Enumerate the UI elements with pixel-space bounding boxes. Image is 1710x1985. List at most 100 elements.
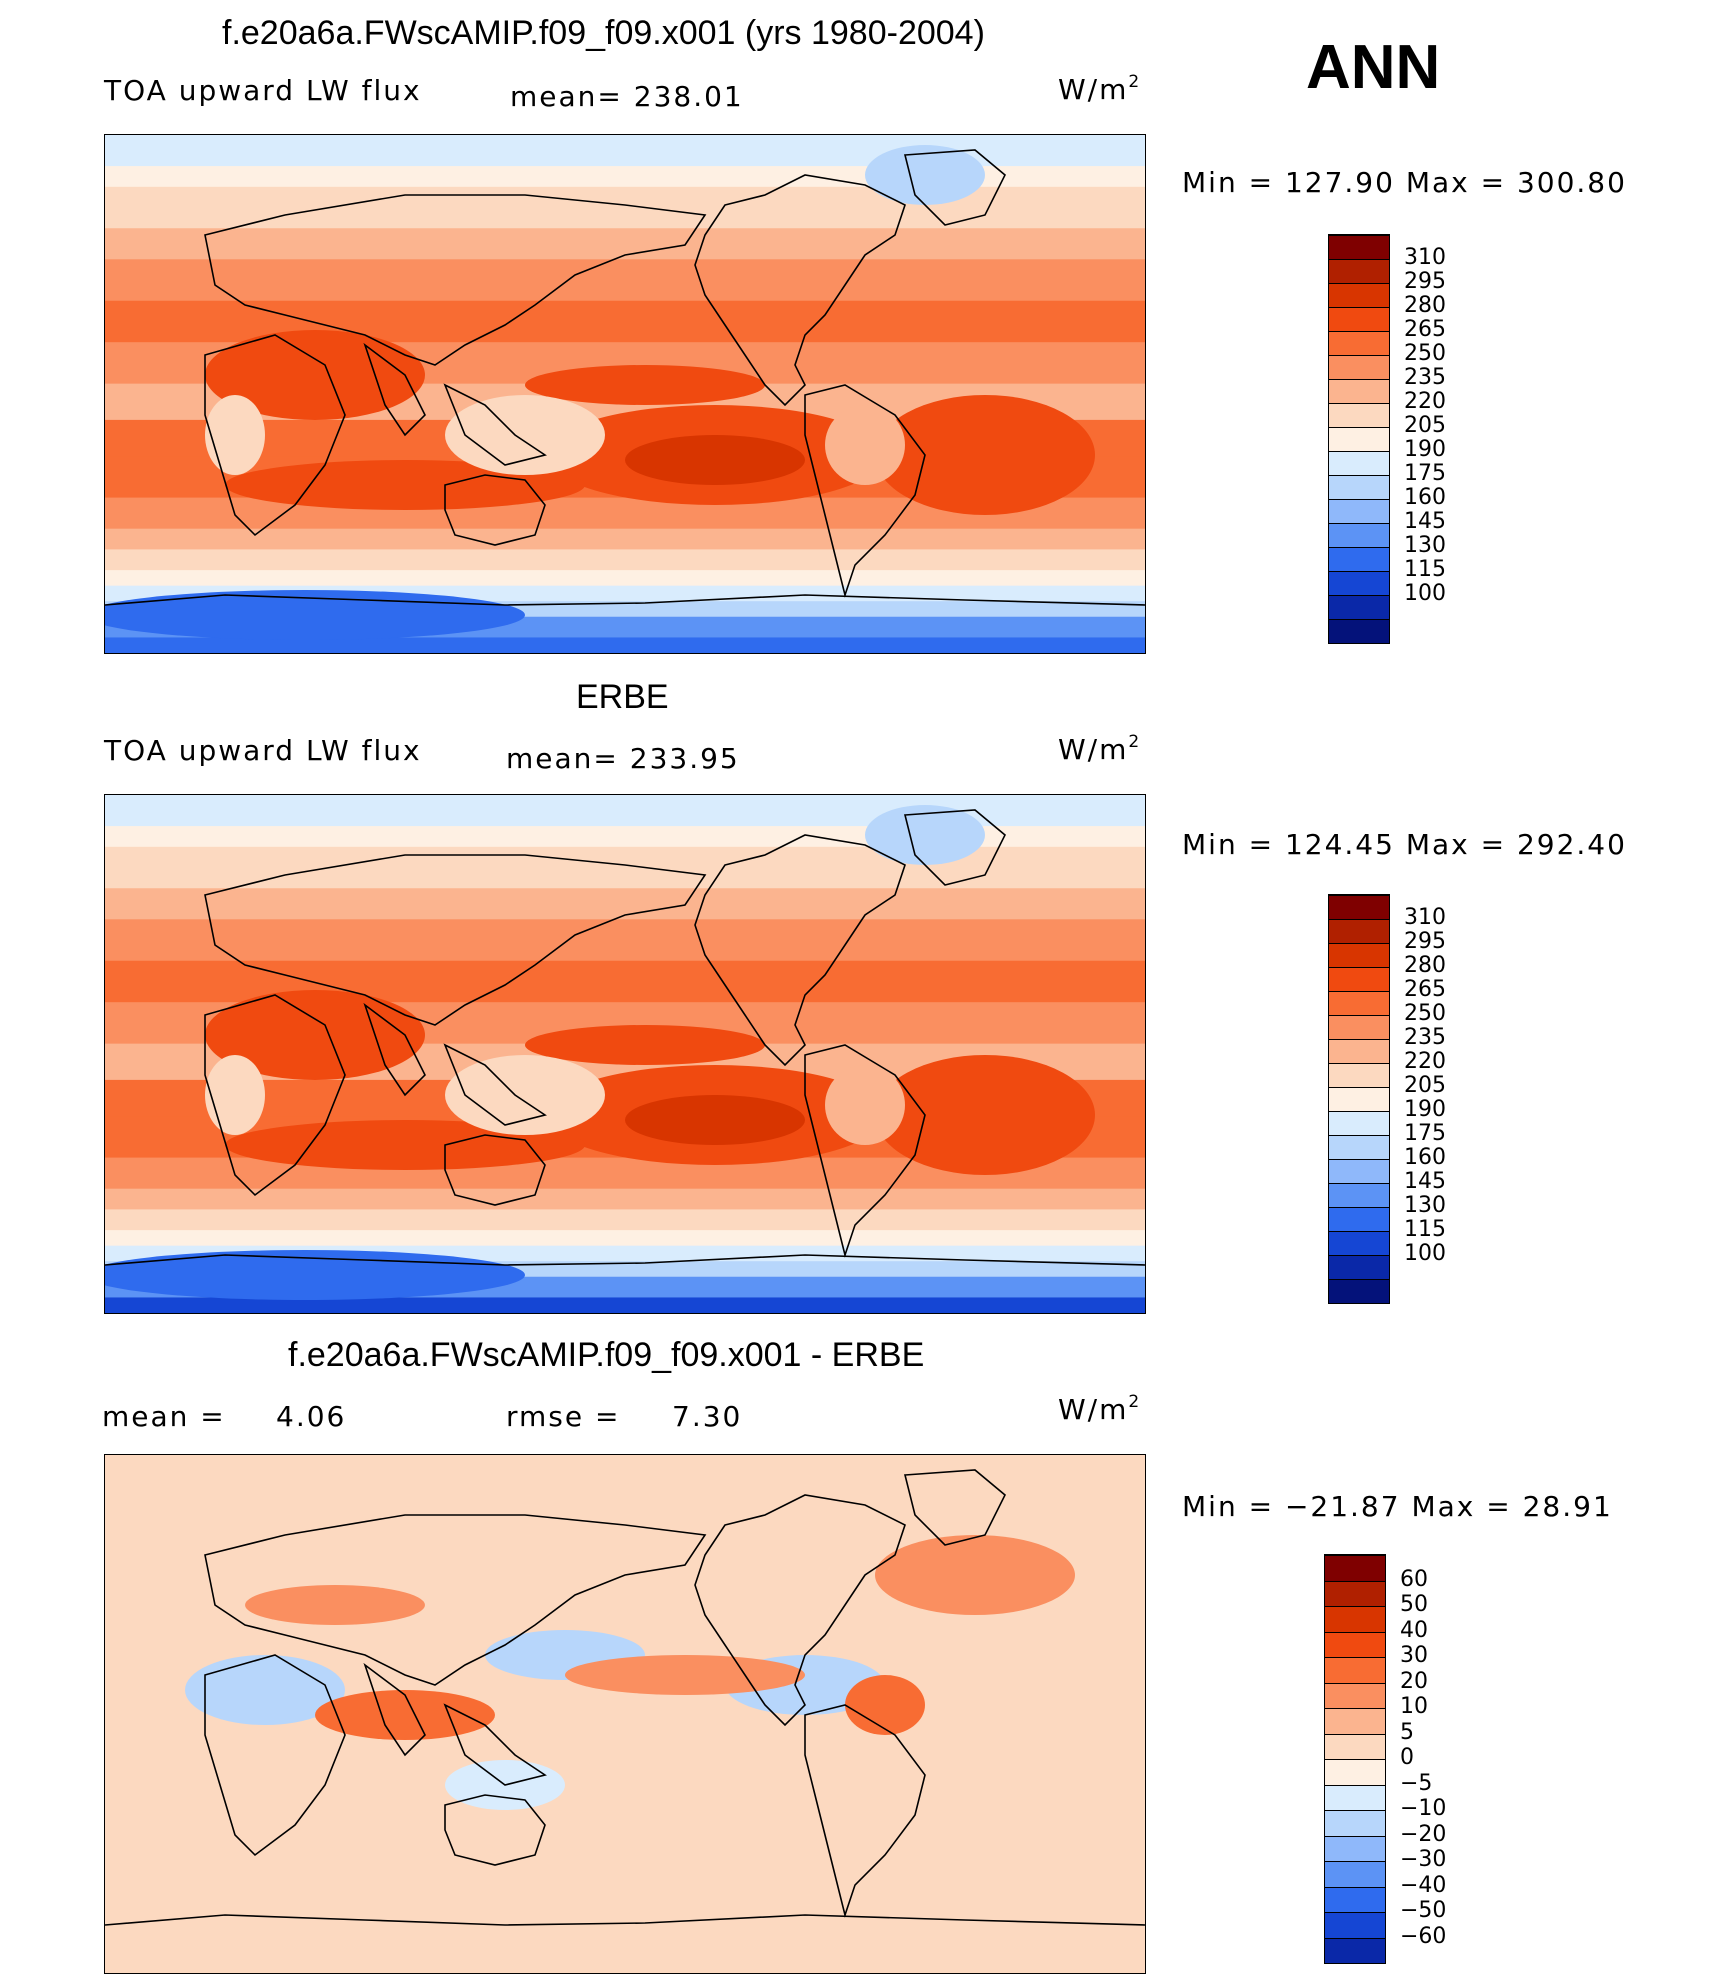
colorbar-swatch bbox=[1325, 1912, 1385, 1938]
panel1-units: W/m2 bbox=[1058, 72, 1142, 106]
map-field bbox=[105, 1455, 1145, 1973]
panel1-colorbar bbox=[1328, 234, 1390, 644]
field-band bbox=[105, 826, 1145, 848]
colorbar-tick-label: 190 bbox=[1404, 437, 1446, 462]
field-band bbox=[105, 1297, 1145, 1313]
colorbar-swatch bbox=[1329, 1039, 1389, 1063]
panel3-title: f.e20a6a.FWscAMIP.f09_f09.x001 - ERBE bbox=[288, 1336, 925, 1374]
colorbar-swatch bbox=[1329, 235, 1389, 259]
colorbar-tick-label: 115 bbox=[1404, 1217, 1446, 1242]
colorbar-swatch bbox=[1329, 523, 1389, 547]
field-contour bbox=[845, 1675, 925, 1735]
colorbar-tick-label: 115 bbox=[1404, 557, 1446, 582]
coastline bbox=[363, 342, 426, 437]
field-contour bbox=[875, 395, 1095, 515]
colorbar-tick-label: 5 bbox=[1400, 1719, 1414, 1745]
colorbar-tick-label: −20 bbox=[1400, 1821, 1447, 1847]
colorbar-tick-label: 235 bbox=[1404, 365, 1446, 390]
coastline bbox=[444, 1134, 546, 1206]
field-band bbox=[105, 1209, 1145, 1232]
colorbar-swatch bbox=[1329, 547, 1389, 571]
panel2-units: W/m2 bbox=[1058, 732, 1142, 766]
field-contour bbox=[825, 405, 905, 485]
panel3-units: W/m2 bbox=[1058, 1392, 1142, 1426]
colorbar-tick-label: 220 bbox=[1404, 1049, 1446, 1074]
field-contour bbox=[315, 1690, 495, 1740]
colorbar-tick-label: 310 bbox=[1404, 245, 1446, 270]
coastline bbox=[443, 1043, 547, 1126]
colorbar-swatch bbox=[1329, 919, 1389, 943]
panel1-minmax: Min = 127.90 Max = 300.80 bbox=[1182, 166, 1627, 199]
coastline bbox=[105, 594, 1145, 606]
panel3-mean-value: 4.06 bbox=[276, 1400, 347, 1433]
panel2-mean-label: mean= 233.95 bbox=[506, 742, 740, 775]
field-band bbox=[105, 637, 1145, 653]
panel3-mean-label: mean = bbox=[102, 1400, 226, 1433]
panel1-mean-label: mean= 238.01 bbox=[510, 80, 744, 113]
colorbar-swatch bbox=[1329, 499, 1389, 523]
colorbar-swatch bbox=[1329, 1255, 1389, 1279]
coastline bbox=[363, 1002, 426, 1097]
colorbar-swatch bbox=[1325, 1555, 1385, 1581]
field-band bbox=[105, 846, 1145, 890]
field-contour bbox=[205, 1055, 265, 1135]
coastline bbox=[443, 1703, 547, 1786]
panel2-map bbox=[104, 794, 1146, 1314]
field-contour bbox=[865, 145, 985, 205]
panel3-colorbar bbox=[1324, 1554, 1386, 1964]
colorbar-swatch bbox=[1329, 379, 1389, 403]
colorbar-swatch bbox=[1329, 1015, 1389, 1039]
coastline bbox=[903, 149, 1006, 226]
colorbar-swatch bbox=[1329, 1111, 1389, 1135]
panel1-map bbox=[104, 134, 1146, 654]
map-field bbox=[105, 135, 1145, 653]
panel2-title: ERBE bbox=[576, 678, 669, 716]
colorbar-tick-label: 145 bbox=[1404, 1169, 1446, 1194]
colorbar-swatch bbox=[1325, 1937, 1385, 1963]
colorbar-swatch bbox=[1325, 1810, 1385, 1836]
colorbar-swatch bbox=[1325, 1861, 1385, 1887]
colorbar-tick-label: 160 bbox=[1404, 1145, 1446, 1170]
colorbar-swatch bbox=[1329, 331, 1389, 355]
field-contour bbox=[205, 990, 425, 1080]
field-contour bbox=[445, 1055, 605, 1135]
field-band bbox=[105, 186, 1145, 230]
colorbar-swatch bbox=[1325, 1708, 1385, 1734]
field-band bbox=[105, 1230, 1145, 1247]
panel2-colorbar bbox=[1328, 894, 1390, 1304]
coastline bbox=[903, 1469, 1006, 1546]
field-band bbox=[105, 919, 1145, 962]
colorbar-swatch bbox=[1329, 1207, 1389, 1231]
colorbar-tick-label: 235 bbox=[1404, 1025, 1446, 1050]
coastline bbox=[105, 1254, 1145, 1266]
colorbar-swatch bbox=[1329, 619, 1389, 643]
colorbar-swatch bbox=[1329, 1087, 1389, 1111]
colorbar-swatch bbox=[1329, 427, 1389, 451]
colorbar-swatch bbox=[1329, 1159, 1389, 1183]
field-contour bbox=[205, 330, 425, 420]
colorbar-swatch bbox=[1325, 1886, 1385, 1912]
field-contour bbox=[245, 1585, 425, 1625]
coastline bbox=[204, 994, 346, 1197]
coastline bbox=[204, 854, 707, 1026]
colorbar-tick-label: 295 bbox=[1404, 929, 1446, 954]
colorbar-swatch bbox=[1325, 1759, 1385, 1785]
colorbar-swatch bbox=[1329, 895, 1389, 919]
colorbar-swatch bbox=[1329, 475, 1389, 499]
coastline bbox=[804, 1704, 926, 1918]
field-contour bbox=[825, 1065, 905, 1145]
colorbar-swatch bbox=[1325, 1606, 1385, 1632]
colorbar-swatch bbox=[1325, 1835, 1385, 1861]
colorbar-tick-label: 205 bbox=[1404, 1073, 1446, 1098]
field-contour bbox=[525, 365, 765, 405]
colorbar-tick-label: 220 bbox=[1404, 389, 1446, 414]
coastline bbox=[443, 383, 547, 466]
field-contour bbox=[445, 395, 605, 475]
coastline bbox=[694, 174, 906, 407]
colorbar-tick-label: −50 bbox=[1400, 1898, 1447, 1923]
field-band bbox=[105, 166, 1145, 188]
colorbar-tick-label: 175 bbox=[1404, 461, 1446, 486]
coastline bbox=[204, 1654, 346, 1857]
field-contour bbox=[625, 435, 805, 485]
field-contour bbox=[205, 395, 265, 475]
